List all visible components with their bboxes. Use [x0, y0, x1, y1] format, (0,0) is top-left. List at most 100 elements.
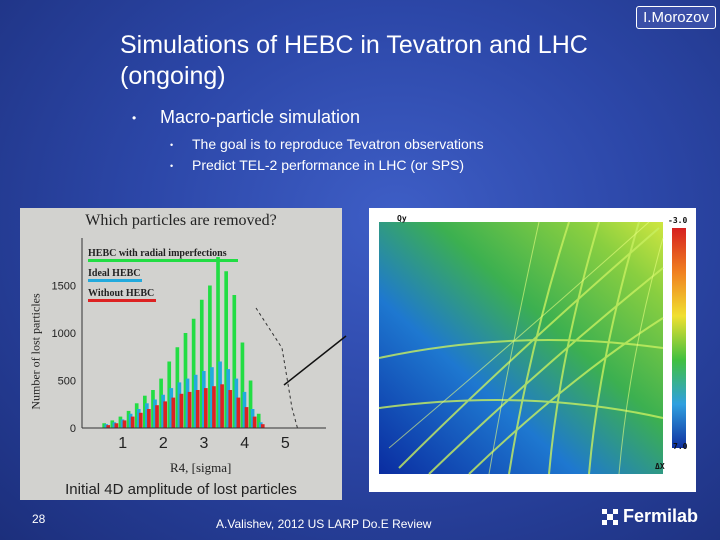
bullet-main: • Macro-particle simulation	[132, 107, 360, 128]
legend-swatch	[88, 259, 238, 262]
histogram-bar	[126, 410, 131, 428]
slide-number: 28	[32, 512, 46, 526]
histogram-axes: 0 500 1000 1500 1 2 3 4 5	[52, 238, 326, 452]
histogram-bar	[106, 425, 111, 428]
connector-arrow	[283, 335, 347, 386]
histogram-bar	[236, 397, 241, 428]
colorbar	[672, 228, 686, 448]
histogram-bar	[187, 391, 192, 428]
histogram-bar	[134, 403, 139, 428]
histogram-bar	[260, 424, 265, 428]
legend-swatch	[88, 279, 142, 282]
bullet-dot-icon: •	[132, 111, 137, 126]
legend-label: Without HEBC	[88, 288, 155, 299]
histogram-bar	[104, 424, 109, 428]
bullet-main-text: Macro-particle simulation	[160, 107, 361, 127]
histogram-bar	[212, 386, 216, 428]
histogram-bar	[143, 395, 147, 428]
histogram-bar	[175, 347, 180, 428]
footer-text: A.Valishev, 2012 US LARP Do.E Review	[216, 517, 432, 531]
logo-text: Fermilab	[623, 506, 699, 526]
fermilab-logo-icon	[602, 508, 618, 525]
sub-bullet-2: • Predict TEL-2 performance in LHC (or SP…	[170, 157, 464, 173]
fermilab-logo: Fermilab	[601, 506, 698, 527]
histogram-bar	[155, 405, 159, 428]
histogram-bar	[248, 380, 253, 428]
histogram-bar	[204, 388, 208, 428]
legend-swatch	[88, 299, 156, 302]
slide-title: Simulations of HEBC in Tevatron and LHC …	[120, 31, 588, 90]
histogram-bar	[151, 390, 155, 428]
frequency-map-image	[378, 221, 686, 475]
histogram-bar	[163, 401, 167, 428]
histogram-y-tick-label: 0	[70, 423, 76, 435]
histogram-bar	[145, 403, 149, 428]
histogram-bar	[232, 295, 237, 428]
histogram-x-tick-label: 3	[200, 435, 209, 452]
sub-bullet-1-text: The goal is to reproduce Tevatron observ…	[192, 136, 484, 152]
sub-bullet-2-text: Predict TEL-2 performance in LHC (or SPS…	[192, 157, 465, 173]
histogram-bar	[114, 423, 119, 428]
histogram-bar	[110, 420, 115, 428]
colorbar-top-label: -3.0	[668, 216, 688, 225]
histogram-dashed-curve	[255, 307, 299, 431]
histogram-bar	[208, 285, 212, 428]
histogram-bar	[218, 361, 222, 428]
histogram-bar	[161, 394, 165, 428]
histogram-bar	[169, 388, 174, 428]
histogram-bar	[228, 390, 233, 428]
bullet-dot-icon: •	[170, 140, 174, 151]
histogram-bar	[195, 390, 200, 428]
histogram-bar	[183, 333, 188, 428]
histogram-bar	[112, 422, 117, 428]
histogram-y-tick-label: 1500	[52, 281, 76, 293]
histogram-ylabel: Number of lost particles	[28, 293, 43, 410]
histogram-bar	[244, 407, 249, 428]
histogram-bar	[191, 318, 196, 428]
map-ylabel: Qy	[397, 214, 407, 223]
legend-hebc-imperfections: HEBC with radial imperfections	[88, 248, 238, 262]
histogram-x-tick-label: 5	[281, 435, 290, 452]
histogram-bar	[122, 420, 127, 428]
sub-bullet-1: • The goal is to reproduce Tevatron obser…	[170, 136, 484, 152]
histogram-bar	[185, 378, 190, 428]
histogram-bars	[102, 257, 265, 428]
histogram-bar	[258, 422, 263, 428]
histogram-panel: 0 500 1000 1500 1 2 3 4 5 Which particles are re…	[20, 208, 342, 500]
histogram-bar	[171, 397, 176, 428]
histogram-caption: Initial 4D amplitude of lost particles	[65, 481, 297, 498]
frequency-map-panel: Qy ΔX -3.0 7.0	[369, 208, 696, 492]
map-area	[379, 222, 663, 474]
histogram-bar	[193, 374, 198, 428]
histogram-bar	[167, 361, 172, 428]
histogram-bar	[216, 257, 220, 428]
histogram-bar	[120, 419, 125, 428]
histogram-x-tick-label: 4	[240, 435, 249, 452]
histogram-bar	[147, 409, 151, 428]
histogram-bar	[226, 369, 231, 428]
histogram-bar	[256, 413, 261, 428]
histogram-bar	[240, 342, 245, 428]
histogram-xlabel: R4, [sigma]	[170, 460, 232, 475]
histogram-bar	[179, 393, 184, 428]
histogram-bar	[210, 367, 214, 428]
histogram-bar	[250, 409, 255, 428]
histogram-y-tick-label: 1000	[52, 328, 76, 340]
histogram-bar	[130, 416, 135, 428]
histogram-bar	[242, 391, 247, 428]
histogram-bar	[128, 413, 133, 428]
histogram-chart: 0 500 1000 1500 1 2 3 4 5	[52, 238, 326, 452]
histogram-bar	[199, 299, 204, 428]
histogram-x-tick-label: 1	[118, 435, 127, 452]
histogram-bar	[252, 416, 257, 428]
histogram-bar	[102, 423, 106, 428]
bullet-dot-icon: •	[170, 161, 174, 172]
legend-without-hebc: Without HEBC	[88, 288, 156, 302]
colorbar-bottom-label: 7.0	[673, 442, 688, 451]
histogram-bar	[224, 271, 228, 428]
histogram-title: Which particles are removed?	[85, 212, 277, 229]
author-badge: I.Morozov	[636, 6, 716, 29]
histogram-bar	[201, 371, 206, 428]
histogram-bar	[177, 382, 182, 428]
histogram-bar	[138, 412, 143, 428]
